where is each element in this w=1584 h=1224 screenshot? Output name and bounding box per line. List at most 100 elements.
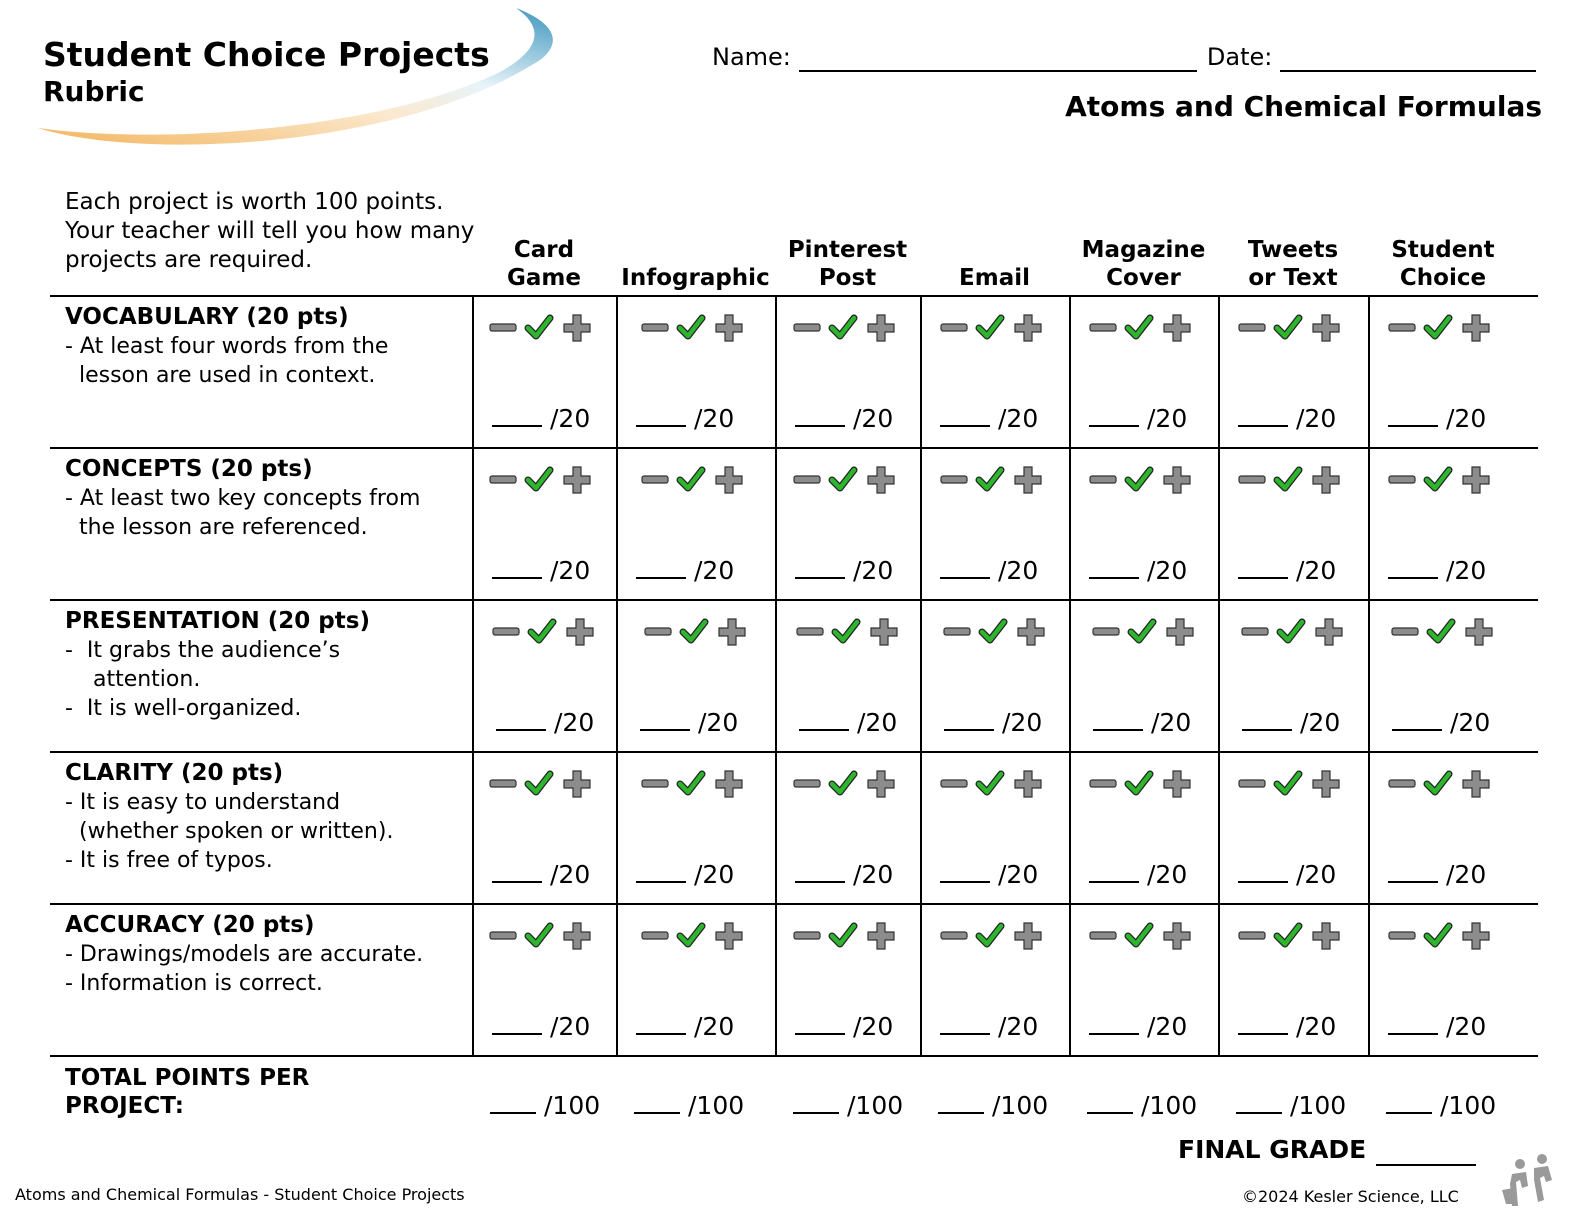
score-field[interactable]: /20: [1238, 403, 1336, 434]
score-blank[interactable]: [636, 555, 686, 579]
total-score-field[interactable]: /100: [634, 1090, 744, 1121]
rating-icons[interactable]: [935, 915, 1055, 955]
rating-icons[interactable]: [1233, 763, 1353, 803]
rating-icons[interactable]: [636, 307, 756, 347]
total-score-field[interactable]: /100: [1087, 1090, 1197, 1121]
score-field[interactable]: /20: [1089, 859, 1187, 890]
score-blank[interactable]: [795, 555, 845, 579]
score-blank[interactable]: [496, 707, 546, 731]
score-field[interactable]: /20: [1238, 1011, 1336, 1042]
rating-icons[interactable]: [938, 611, 1058, 651]
score-blank[interactable]: [1089, 1011, 1139, 1035]
score-field[interactable]: /20: [940, 555, 1038, 586]
score-field[interactable]: /20: [636, 1011, 734, 1042]
total-blank[interactable]: [1236, 1090, 1282, 1114]
rating-icons[interactable]: [1084, 459, 1204, 499]
rating-icons[interactable]: [935, 459, 1055, 499]
rating-icons[interactable]: [1383, 915, 1503, 955]
final-grade-field[interactable]: [1376, 1140, 1477, 1166]
score-blank[interactable]: [940, 859, 990, 883]
score-field[interactable]: /20: [636, 859, 734, 890]
rating-icons[interactable]: [788, 763, 908, 803]
rating-icons[interactable]: [791, 611, 911, 651]
rating-icons[interactable]: [484, 915, 604, 955]
score-field[interactable]: /20: [1388, 859, 1486, 890]
score-field[interactable]: /20: [1089, 1011, 1187, 1042]
total-score-field[interactable]: /100: [793, 1090, 903, 1121]
name-field[interactable]: [798, 44, 1197, 72]
score-field[interactable]: /20: [1093, 707, 1191, 738]
rating-icons[interactable]: [1383, 459, 1503, 499]
score-blank[interactable]: [1089, 555, 1139, 579]
total-blank[interactable]: [793, 1090, 839, 1114]
score-blank[interactable]: [1238, 859, 1288, 883]
rating-icons[interactable]: [1087, 611, 1207, 651]
total-blank[interactable]: [1386, 1090, 1432, 1114]
score-field[interactable]: /20: [1242, 707, 1340, 738]
score-blank[interactable]: [940, 555, 990, 579]
total-blank[interactable]: [634, 1090, 680, 1114]
rating-icons[interactable]: [487, 611, 607, 651]
score-blank[interactable]: [1238, 1011, 1288, 1035]
rating-icons[interactable]: [935, 307, 1055, 347]
total-score-field[interactable]: /100: [490, 1090, 600, 1121]
score-field[interactable]: /20: [1388, 1011, 1486, 1042]
rating-icons[interactable]: [1383, 763, 1503, 803]
rating-icons[interactable]: [1084, 915, 1204, 955]
score-field[interactable]: /20: [1392, 707, 1490, 738]
score-field[interactable]: /20: [1238, 555, 1336, 586]
score-field[interactable]: /20: [795, 1011, 893, 1042]
score-blank[interactable]: [636, 1011, 686, 1035]
total-score-field[interactable]: /100: [1236, 1090, 1346, 1121]
score-blank[interactable]: [1388, 403, 1438, 427]
score-blank[interactable]: [492, 555, 542, 579]
rating-icons[interactable]: [484, 459, 604, 499]
rating-icons[interactable]: [1233, 307, 1353, 347]
score-blank[interactable]: [636, 859, 686, 883]
score-field[interactable]: /20: [492, 403, 590, 434]
score-blank[interactable]: [492, 859, 542, 883]
score-blank[interactable]: [1089, 403, 1139, 427]
score-field[interactable]: /20: [795, 555, 893, 586]
score-field[interactable]: /20: [1388, 403, 1486, 434]
rating-icons[interactable]: [1233, 459, 1353, 499]
total-score-field[interactable]: /100: [1386, 1090, 1496, 1121]
rating-icons[interactable]: [1383, 307, 1503, 347]
score-field[interactable]: /20: [1238, 859, 1336, 890]
score-blank[interactable]: [795, 1011, 845, 1035]
score-field[interactable]: /20: [795, 859, 893, 890]
score-blank[interactable]: [636, 403, 686, 427]
rating-icons[interactable]: [484, 763, 604, 803]
score-blank[interactable]: [795, 403, 845, 427]
score-field[interactable]: /20: [1089, 403, 1187, 434]
score-field[interactable]: /20: [492, 859, 590, 890]
rating-icons[interactable]: [788, 459, 908, 499]
rating-icons[interactable]: [788, 915, 908, 955]
rating-icons[interactable]: [1233, 915, 1353, 955]
score-field[interactable]: /20: [940, 1011, 1038, 1042]
total-blank[interactable]: [1087, 1090, 1133, 1114]
rating-icons[interactable]: [935, 763, 1055, 803]
score-blank[interactable]: [492, 1011, 542, 1035]
rating-icons[interactable]: [1236, 611, 1356, 651]
rating-icons[interactable]: [639, 611, 759, 651]
rating-icons[interactable]: [1084, 763, 1204, 803]
score-blank[interactable]: [1089, 859, 1139, 883]
total-score-field[interactable]: /100: [938, 1090, 1048, 1121]
rating-icons[interactable]: [636, 459, 756, 499]
score-blank[interactable]: [1238, 403, 1288, 427]
score-field[interactable]: /20: [1388, 555, 1486, 586]
score-blank[interactable]: [492, 403, 542, 427]
score-field[interactable]: /20: [492, 555, 590, 586]
score-blank[interactable]: [1093, 707, 1143, 731]
score-blank[interactable]: [799, 707, 849, 731]
score-field[interactable]: /20: [1089, 555, 1187, 586]
rating-icons[interactable]: [1386, 611, 1506, 651]
total-blank[interactable]: [490, 1090, 536, 1114]
score-blank[interactable]: [944, 707, 994, 731]
score-blank[interactable]: [1388, 859, 1438, 883]
score-field[interactable]: /20: [636, 555, 734, 586]
score-field[interactable]: /20: [640, 707, 738, 738]
score-blank[interactable]: [940, 1011, 990, 1035]
score-blank[interactable]: [940, 403, 990, 427]
